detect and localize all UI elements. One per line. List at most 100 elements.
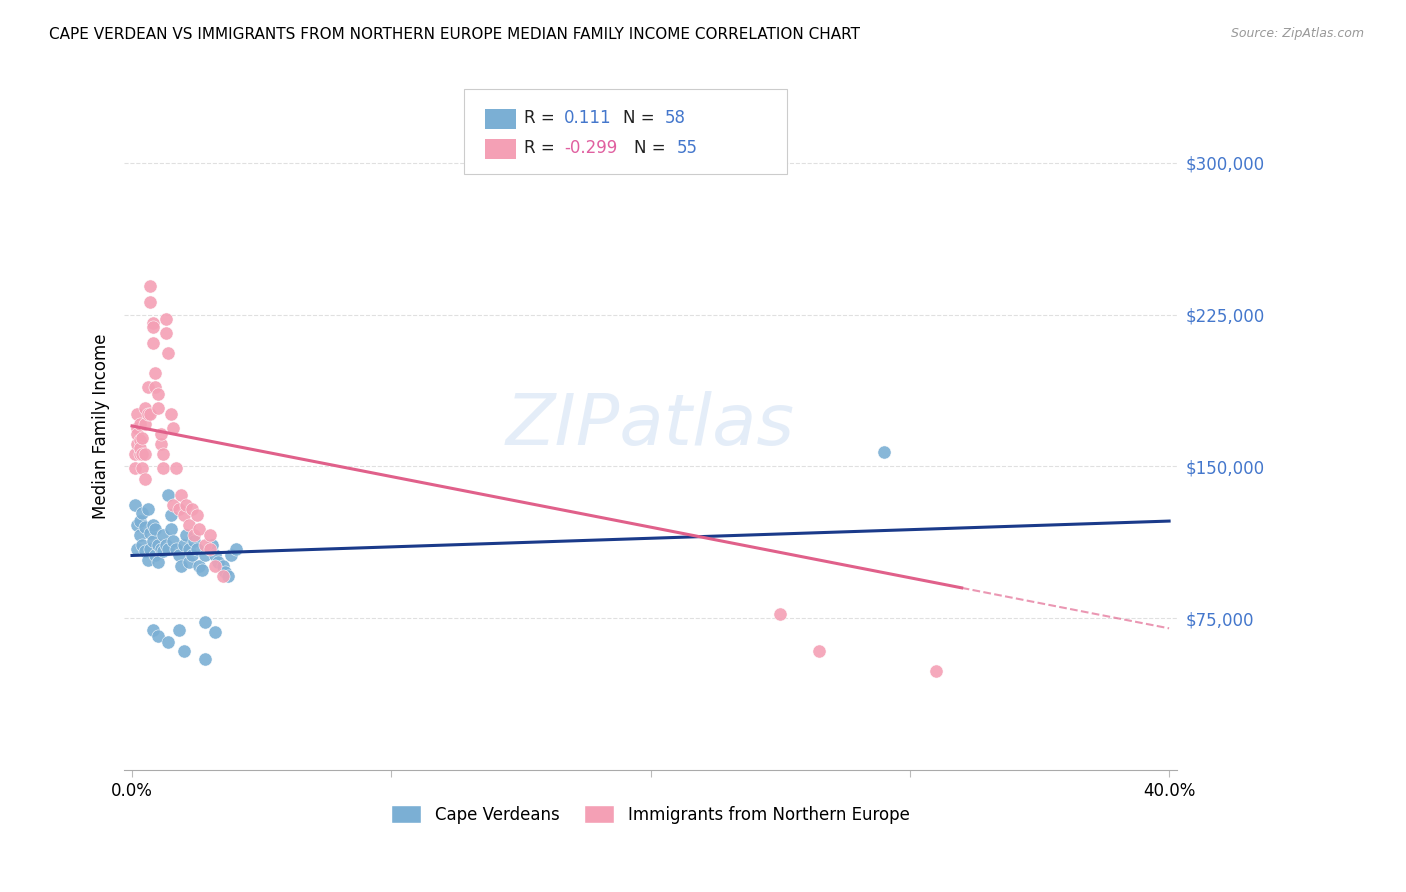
Point (131, 431, 153, 445)
Point (128, 417, 150, 431)
Point (201, 538, 224, 552)
Point (157, 488, 180, 502)
Point (128, 514, 150, 528)
Legend: Cape Verdeans, Immigrants from Northern Europe: Cape Verdeans, Immigrants from Northern … (391, 805, 910, 823)
Point (127, 542, 149, 557)
Point (142, 534, 165, 549)
Point (194, 651, 217, 665)
Point (873, 445, 896, 459)
Point (173, 508, 195, 522)
Text: R =: R = (524, 139, 561, 157)
Y-axis label: Median Family Income: Median Family Income (93, 334, 110, 519)
Point (142, 319, 165, 334)
Point (142, 624, 165, 638)
Point (219, 549, 242, 563)
Point (198, 528, 221, 542)
Point (194, 549, 217, 563)
Point (162, 534, 184, 549)
Point (128, 447, 150, 461)
Point (211, 568, 233, 582)
Point (124, 498, 146, 512)
Point (139, 526, 162, 541)
Point (124, 447, 146, 461)
Text: 55: 55 (676, 139, 697, 157)
Point (173, 643, 195, 657)
Point (165, 461, 187, 475)
Text: 58: 58 (665, 109, 686, 127)
Point (157, 635, 180, 649)
Point (167, 549, 190, 563)
Point (191, 563, 214, 577)
Point (146, 386, 169, 401)
Point (128, 433, 150, 447)
Point (139, 279, 162, 293)
Text: CAPE VERDEAN VS IMMIGRANTS FROM NORTHERN EUROPE MEDIAN FAMILY INCOME CORRELATION: CAPE VERDEAN VS IMMIGRANTS FROM NORTHERN… (49, 27, 860, 42)
Point (160, 407, 183, 421)
Text: ZIPatlas: ZIPatlas (506, 392, 794, 460)
Point (198, 542, 221, 557)
Point (225, 542, 247, 557)
Point (139, 295, 162, 310)
Point (128, 441, 150, 455)
Point (143, 367, 166, 381)
Point (188, 558, 211, 573)
Point (146, 555, 169, 569)
Point (127, 407, 149, 421)
Point (183, 534, 205, 549)
Text: R =: R = (524, 109, 561, 127)
Text: Source: ZipAtlas.com: Source: ZipAtlas.com (1230, 27, 1364, 40)
Point (162, 498, 184, 512)
Text: N =: N = (634, 139, 671, 157)
Point (180, 549, 202, 563)
Point (146, 401, 169, 415)
Text: -0.299: -0.299 (564, 139, 617, 157)
Point (139, 542, 162, 557)
Point (127, 437, 149, 451)
Point (134, 520, 156, 534)
Point (177, 542, 200, 557)
Point (142, 518, 165, 533)
Point (134, 472, 156, 486)
Point (198, 542, 221, 557)
Point (183, 528, 205, 542)
Point (127, 427, 149, 442)
Point (808, 643, 831, 657)
Point (139, 407, 162, 421)
Point (124, 461, 146, 475)
Point (155, 311, 177, 326)
Point (131, 506, 153, 520)
Point (149, 437, 172, 451)
Point (142, 335, 165, 350)
Point (177, 518, 200, 533)
Point (925, 664, 948, 678)
Point (162, 421, 184, 435)
Point (214, 565, 236, 579)
Point (188, 522, 211, 536)
Point (152, 528, 174, 542)
Point (165, 542, 187, 557)
Point (149, 542, 172, 557)
Point (152, 544, 174, 558)
Point (136, 552, 159, 566)
Point (127, 518, 149, 533)
Point (136, 502, 159, 516)
Point (180, 502, 202, 516)
Point (186, 542, 208, 557)
Point (143, 549, 166, 563)
Point (134, 417, 156, 431)
Point (204, 625, 226, 640)
Point (131, 447, 153, 461)
Point (152, 461, 174, 475)
Point (157, 346, 180, 360)
Point (155, 538, 177, 552)
Point (142, 316, 165, 330)
Point (177, 555, 200, 569)
Point (170, 558, 193, 573)
Point (160, 508, 183, 522)
Point (769, 607, 792, 622)
Text: 0.111: 0.111 (564, 109, 612, 127)
Point (134, 544, 156, 558)
Point (160, 522, 183, 536)
Point (134, 401, 156, 415)
Point (136, 407, 159, 421)
